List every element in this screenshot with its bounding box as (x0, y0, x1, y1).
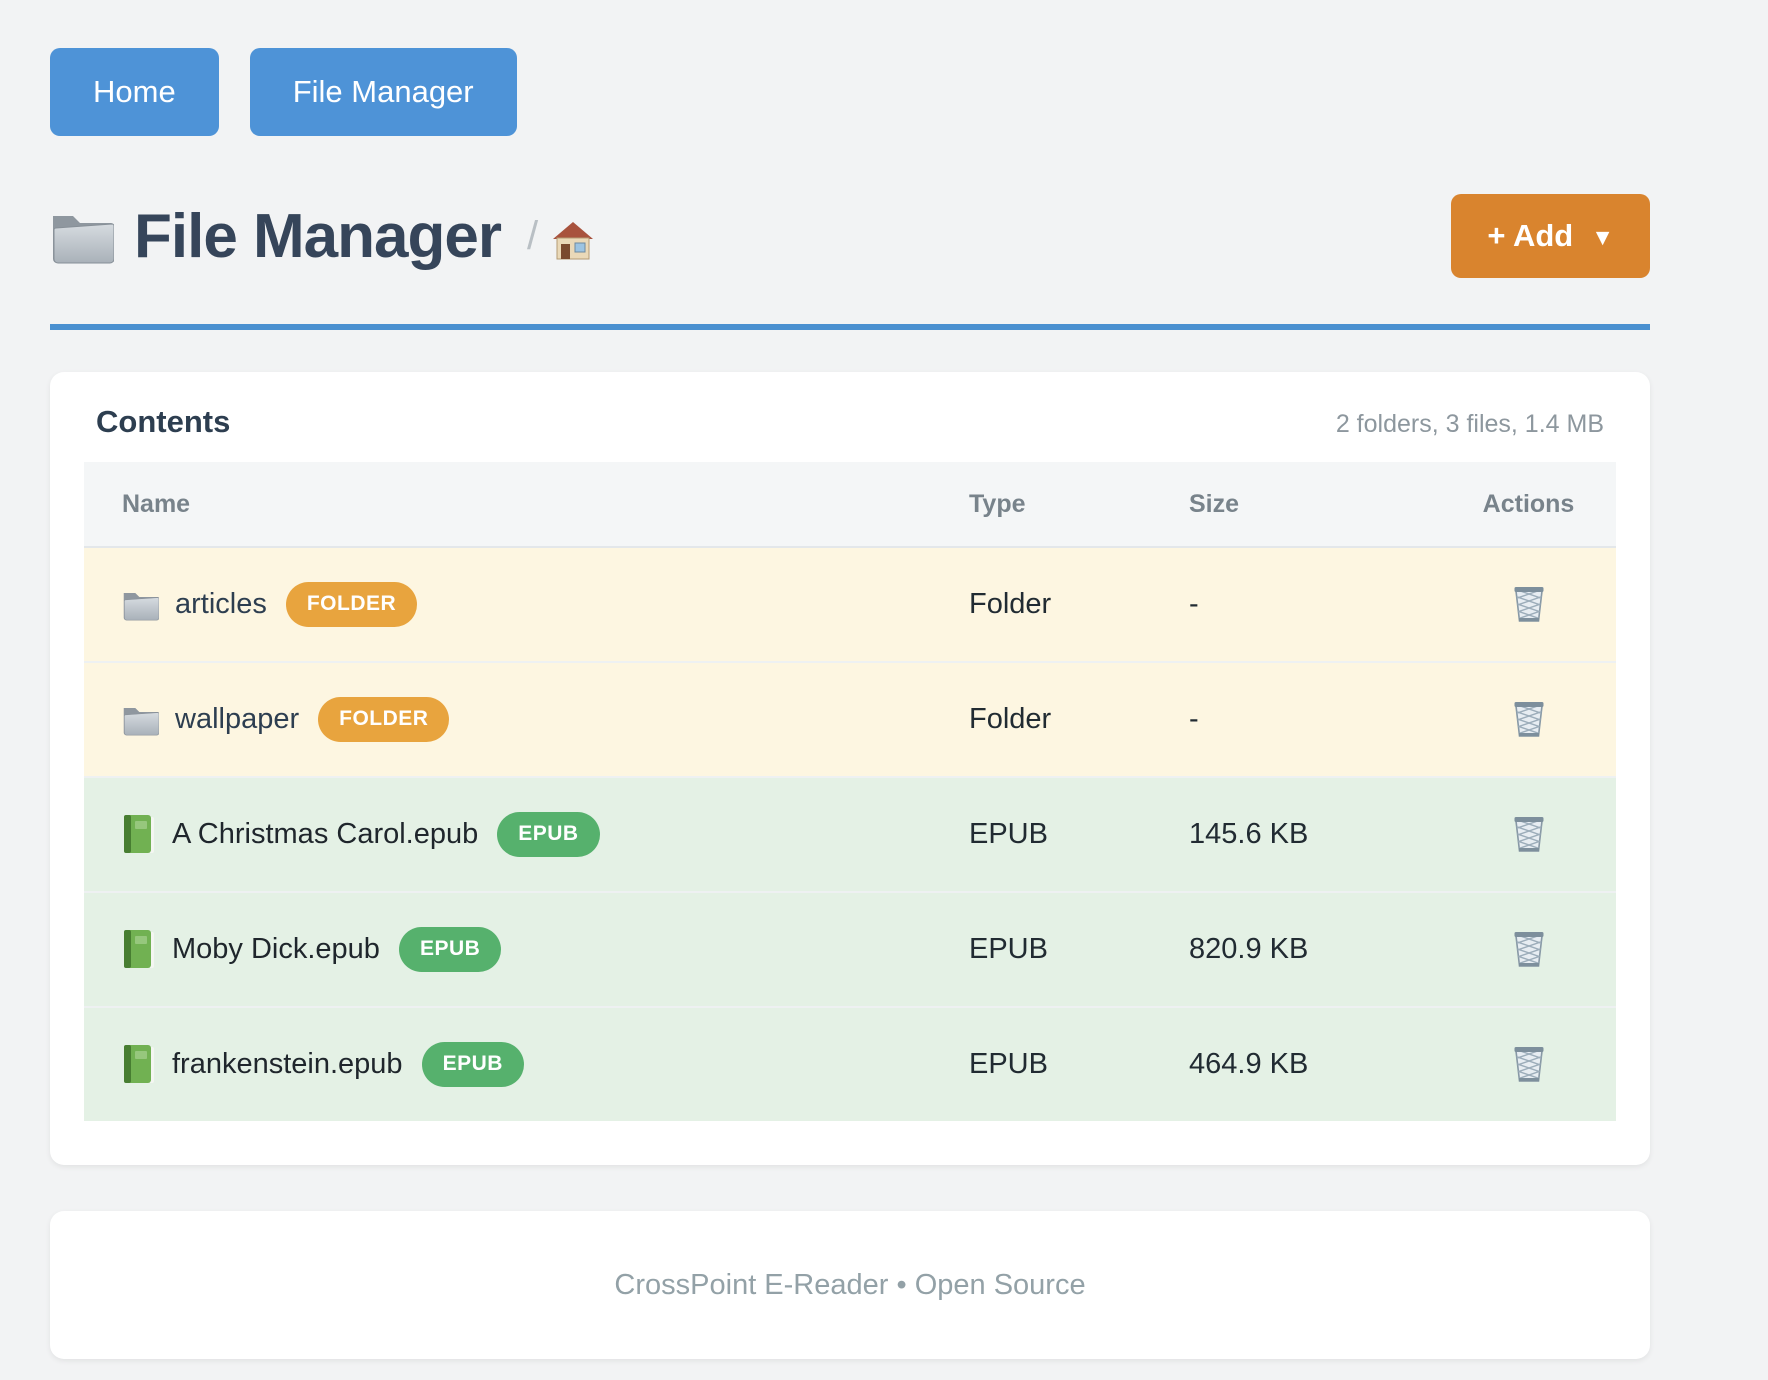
title-divider (50, 324, 1650, 330)
breadcrumb-separator: / (527, 213, 539, 258)
item-type: EPUB (969, 1048, 1048, 1080)
trash-icon (1511, 697, 1547, 739)
folder-badge: FOLDER (318, 697, 450, 742)
trash-icon (1511, 582, 1547, 624)
folder-icon (123, 707, 159, 736)
delete-button[interactable] (1507, 693, 1551, 743)
table-row-frankenstein[interactable]: frankenstein.epub EPUB EPUB 464.9 KB (84, 1007, 1616, 1121)
add-button-label: + Add (1487, 218, 1574, 253)
folder-icon (123, 592, 159, 621)
delete-button[interactable] (1507, 1038, 1551, 1088)
book-icon (124, 814, 154, 853)
book-icon (124, 1044, 154, 1083)
epub-badge: EPUB (398, 927, 502, 972)
column-header-actions: Actions (1441, 462, 1616, 548)
chevron-down-icon: ▼ (1591, 223, 1614, 250)
column-header-name: Name (84, 462, 931, 548)
footer-text: CrossPoint E-Reader • Open Source (614, 1268, 1086, 1301)
contents-card: Contents 2 folders, 3 files, 1.4 MB Name… (50, 372, 1650, 1165)
item-size: 145.6 KB (1189, 818, 1309, 850)
item-size: - (1189, 703, 1199, 735)
delete-button[interactable] (1507, 578, 1551, 628)
folder-icon (52, 215, 114, 264)
title-area: File Manager / (50, 201, 594, 272)
trash-icon (1511, 812, 1547, 854)
table-row-wallpaper[interactable]: wallpaper FOLDER Folder - (84, 662, 1616, 777)
page-header: File Manager / + Add ▼ (50, 194, 1650, 278)
item-name-link[interactable]: wallpaper (175, 703, 300, 735)
nav-home-button[interactable]: Home (50, 48, 219, 136)
table-row-a-christmas-carol[interactable]: A Christmas Carol.epub EPUB EPUB 145.6 K… (84, 777, 1616, 892)
footer-card: CrossPoint E-Reader • Open Source (50, 1211, 1650, 1359)
delete-button[interactable] (1507, 808, 1551, 858)
trash-icon (1511, 927, 1547, 969)
column-header-type: Type (931, 462, 1151, 548)
item-name-link[interactable]: frankenstein.epub (172, 1048, 403, 1080)
item-type: Folder (969, 703, 1052, 735)
item-name-link[interactable]: articles (175, 588, 267, 620)
book-icon (124, 929, 154, 968)
item-name-link[interactable]: A Christmas Carol.epub (172, 818, 479, 850)
top-navigation: Home File Manager (50, 0, 1650, 136)
file-table: Name Type Size Actions articles FOLDER F… (84, 462, 1616, 1121)
table-row-articles[interactable]: articles FOLDER Folder - (84, 547, 1616, 662)
item-type: EPUB (969, 933, 1048, 965)
epub-badge: EPUB (497, 812, 600, 857)
item-type: Folder (969, 588, 1052, 620)
page-title: File Manager (134, 201, 502, 271)
table-row-moby-dick[interactable]: Moby Dick.epub EPUB EPUB 820.9 KB (84, 892, 1616, 1007)
table-header-row: Name Type Size Actions (84, 462, 1616, 548)
delete-button[interactable] (1507, 923, 1551, 973)
folder-badge: FOLDER (285, 582, 418, 627)
nav-file-manager-button[interactable]: File Manager (249, 48, 517, 136)
trash-icon (1511, 1042, 1547, 1084)
contents-summary: 2 folders, 3 files, 1.4 MB (1335, 410, 1604, 438)
epub-badge: EPUB (421, 1042, 524, 1087)
item-name-link[interactable]: Moby Dick.epub (172, 933, 380, 965)
item-type: EPUB (969, 818, 1048, 850)
item-size: - (1189, 588, 1199, 620)
item-size: 820.9 KB (1189, 933, 1309, 965)
item-size: 464.9 KB (1189, 1048, 1309, 1080)
contents-heading: Contents (96, 404, 231, 439)
add-button[interactable]: + Add ▼ (1451, 194, 1650, 278)
home-icon[interactable] (552, 220, 594, 260)
column-header-size: Size (1151, 462, 1441, 548)
